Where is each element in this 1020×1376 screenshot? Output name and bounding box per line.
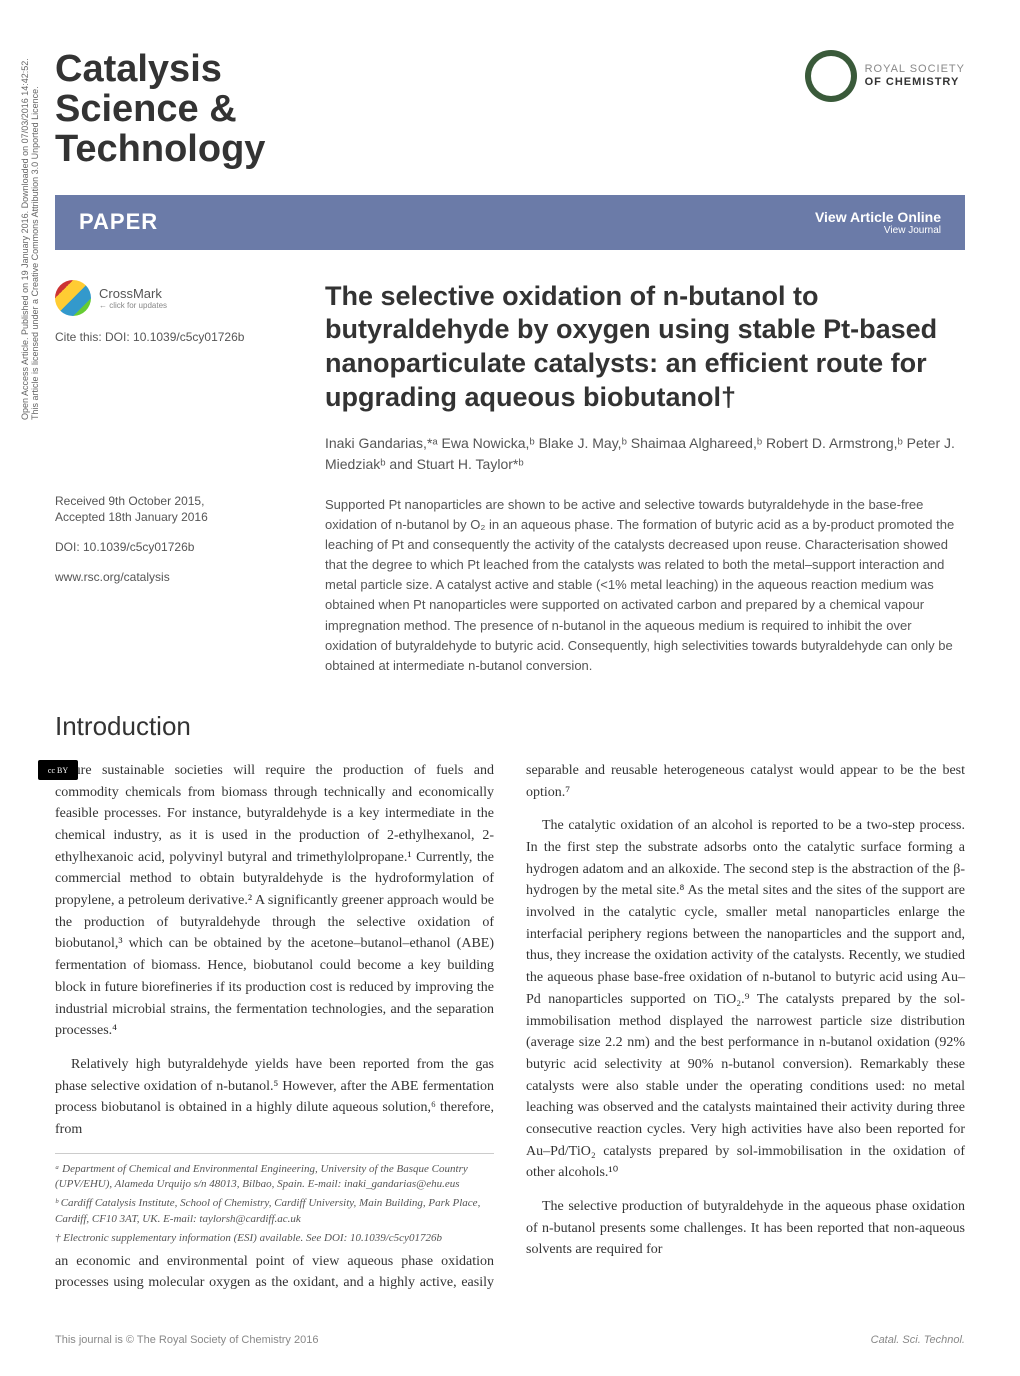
journal-name: Catalysis Science & Technology — [55, 50, 265, 170]
view-journal-link[interactable]: View Journal — [815, 225, 941, 236]
received-date: Received 9th October 2015, — [55, 494, 295, 508]
crossmark-icon — [55, 280, 91, 316]
rsc-url[interactable]: www.rsc.org/catalysis — [55, 570, 295, 584]
footnotes: ᵃ Department of Chemical and Environment… — [55, 1153, 494, 1247]
cc-by-badge: cc BY — [38, 760, 78, 780]
crossmark-sublabel: ← click for updates — [99, 301, 167, 310]
body-paragraph: Future sustainable societies will requir… — [55, 760, 494, 1042]
copyright: This journal is © The Royal Society of C… — [55, 1334, 318, 1346]
cc-text: cc BY — [48, 766, 68, 775]
publisher-line2: OF CHEMISTRY — [865, 76, 965, 89]
footnote-esi: † Electronic supplementary information (… — [55, 1231, 494, 1246]
authors: Inaki Gandarias,*ᵃ Ewa Nowicka,ᵇ Blake J… — [325, 433, 965, 475]
header-grid: CrossMark ← click for updates Cite this:… — [55, 280, 965, 676]
body-paragraph: The catalytic oxidation of an alcohol is… — [526, 815, 965, 1184]
crossmark-label: CrossMark — [99, 286, 167, 301]
paper-banner: PAPER View Article Online View Journal — [55, 195, 965, 250]
meta-column: CrossMark ← click for updates Cite this:… — [55, 280, 295, 676]
abstract: Supported Pt nanoparticles are shown to … — [325, 495, 965, 676]
introduction-heading: Introduction — [55, 711, 965, 742]
body-columns: Future sustainable societies will requir… — [55, 760, 965, 1294]
publisher-name: ROYAL SOCIETY OF CHEMISTRY — [865, 63, 965, 89]
view-article-online-link[interactable]: View Article Online — [815, 209, 941, 225]
publisher-line1: ROYAL SOCIETY — [865, 63, 965, 76]
paper-label: PAPER — [79, 209, 158, 235]
title-block: The selective oxidation of n-butanol to … — [325, 280, 965, 676]
masthead: Catalysis Science & Technology ROYAL SOC… — [55, 50, 965, 170]
footnote-affiliation-a: ᵃ Department of Chemical and Environment… — [55, 1162, 494, 1193]
banner-links: View Article Online View Journal — [815, 209, 941, 236]
article-title: The selective oxidation of n-butanol to … — [325, 280, 965, 415]
sidebar-line2: This article is licensed under a Creativ… — [30, 86, 40, 420]
accepted-date: Accepted 18th January 2016 — [55, 510, 295, 524]
body-paragraph: The selective production of butyraldehyd… — [526, 1196, 965, 1261]
open-access-sidebar: Open Access Article. Published on 19 Jan… — [20, 0, 40, 420]
sidebar-line1: Open Access Article. Published on 19 Jan… — [20, 58, 30, 420]
doi: DOI: 10.1039/c5cy01726b — [55, 540, 295, 554]
footnote-affiliation-b: ᵇ Cardiff Catalysis Institute, School of… — [55, 1196, 494, 1227]
cite-this: Cite this: DOI: 10.1039/c5cy01726b — [55, 330, 295, 344]
publisher-logo: ROYAL SOCIETY OF CHEMISTRY — [805, 50, 965, 102]
rsc-logo-icon — [805, 50, 857, 102]
journal-abbrev: Catal. Sci. Technol. — [871, 1334, 965, 1346]
body-paragraph: Relatively high butyraldehyde yields hav… — [55, 1054, 494, 1141]
crossmark-badge[interactable]: CrossMark ← click for updates — [55, 280, 295, 316]
